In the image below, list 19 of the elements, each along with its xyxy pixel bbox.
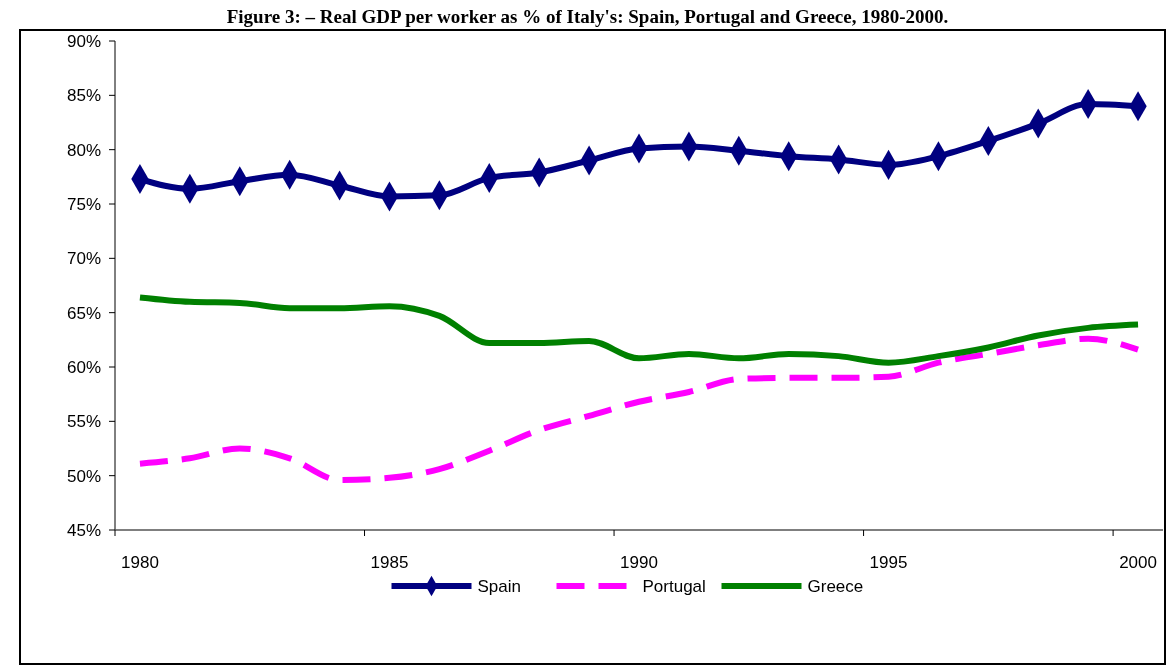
y-tick-label: 50% xyxy=(66,466,101,486)
x-tick-label: 1990 xyxy=(620,553,658,572)
y-tick-label: 90% xyxy=(66,31,101,51)
x-tick-label: 2000 xyxy=(1119,553,1157,572)
legend-label: Spain xyxy=(477,576,521,596)
legend-label: Portugal xyxy=(642,576,706,596)
x-tick-label: 1980 xyxy=(121,553,159,572)
legend-label: Greece xyxy=(807,576,864,596)
y-tick-label: 55% xyxy=(66,412,101,432)
y-tick-label: 70% xyxy=(66,249,101,269)
y-tick-label: 80% xyxy=(66,140,101,160)
x-tick-label: 1995 xyxy=(869,553,908,572)
x-tick-label: 1985 xyxy=(370,553,409,572)
y-tick-label: 85% xyxy=(66,86,101,106)
y-tick-label: 65% xyxy=(66,303,101,323)
y-tick-label: 45% xyxy=(66,520,101,540)
chart-title: Figure 3: – Real GDP per worker as % of Italy's: Spain, Portugal and Greece, 1980-2000. xyxy=(226,6,949,27)
y-tick-label: 60% xyxy=(66,357,101,377)
y-tick-label: 75% xyxy=(66,194,101,214)
